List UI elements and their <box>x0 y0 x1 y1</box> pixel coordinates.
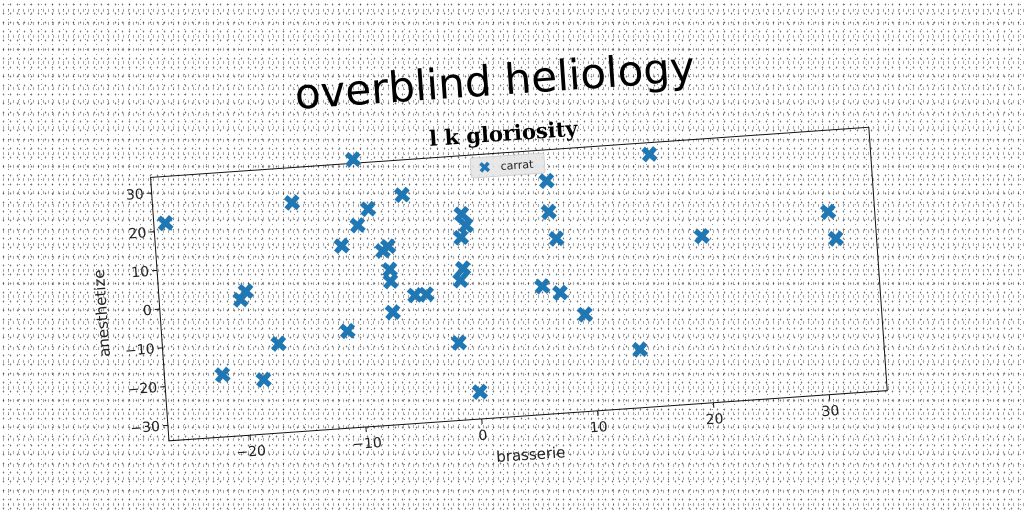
data-point <box>457 217 475 234</box>
data-point <box>548 230 565 247</box>
data-point <box>349 217 366 234</box>
data-point <box>333 237 350 255</box>
y-tick-label: −20 <box>127 380 158 398</box>
data-point <box>641 146 658 163</box>
data-point <box>552 284 569 301</box>
y-tick-label: 30 <box>125 187 144 204</box>
x-tick-label: 20 <box>705 411 724 428</box>
x-tick-label: 10 <box>589 419 608 436</box>
data-point <box>339 322 356 340</box>
data-point <box>237 283 255 300</box>
legend: carrat <box>469 152 546 179</box>
y-tick-label: 20 <box>128 225 147 242</box>
plot-area: l k gloriosity −20 −10 0 10 20 30 −30 −20 −10 0 1… <box>90 116 888 466</box>
data-point <box>540 203 557 221</box>
data-point <box>576 306 594 323</box>
data-point <box>384 304 401 321</box>
x-axis-label: brasserie <box>496 443 566 466</box>
data-point <box>453 205 470 223</box>
y-tick-label: 0 <box>142 303 152 320</box>
data-point <box>418 286 435 303</box>
data-point <box>631 341 649 358</box>
data-point <box>255 371 272 388</box>
data-point <box>452 272 469 289</box>
x-tick-label: −10 <box>352 435 383 453</box>
data-point <box>344 151 362 168</box>
data-point <box>538 172 555 190</box>
legend-marker-icon <box>479 161 491 173</box>
data-point <box>452 229 470 246</box>
data-point <box>450 334 468 351</box>
x-tick-label: 0 <box>478 428 488 445</box>
data-point <box>454 260 472 277</box>
data-point <box>382 273 399 290</box>
data-point <box>471 383 489 401</box>
x-tick-label: 30 <box>821 403 840 420</box>
chart-subtitle: l k gloriosity <box>428 116 579 151</box>
data-point <box>693 228 710 245</box>
data-point <box>157 214 174 232</box>
data-point <box>359 200 377 218</box>
legend-entry: carrat <box>500 158 534 173</box>
y-axis-label: anesthetize <box>90 269 114 358</box>
data-point <box>827 230 845 247</box>
data-point <box>214 366 231 383</box>
data-point <box>283 194 301 211</box>
y-tick-label: −10 <box>125 341 156 359</box>
data-point <box>393 186 411 204</box>
data-point <box>270 335 287 352</box>
x-tick-label: −20 <box>236 443 267 461</box>
y-tick-label: 10 <box>131 264 150 281</box>
data-point <box>380 238 397 255</box>
chart-title: overblind heliology <box>293 42 696 119</box>
data-point <box>534 278 551 295</box>
y-tick-label: −30 <box>130 419 161 437</box>
data-point <box>819 203 837 220</box>
legend-box <box>469 152 546 179</box>
